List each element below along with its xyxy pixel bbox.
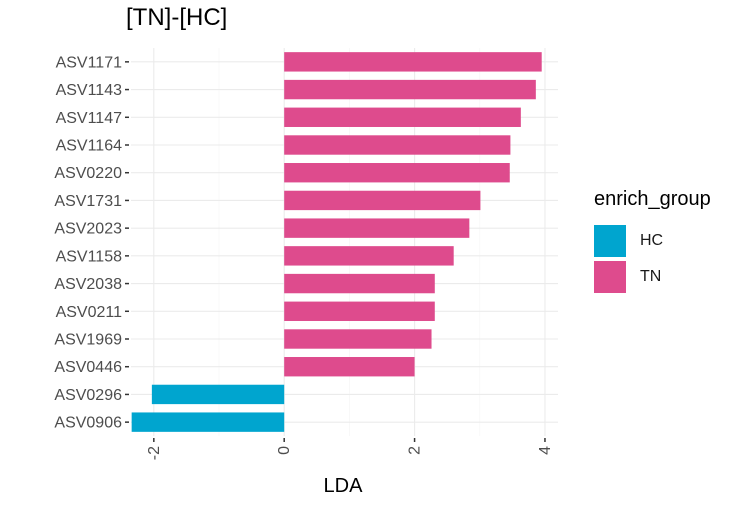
- x-tick-label: -2: [146, 446, 163, 460]
- legend-item-hc: HC: [594, 223, 711, 259]
- y-tick-label: ASV1158: [56, 248, 123, 265]
- y-tick-label: ASV2023: [54, 221, 122, 238]
- y-tick-label: ASV1731: [54, 193, 122, 210]
- y-axis: ASV1171 ASV1143 ASV1147 ASV1164 ASV0220 ASV17…: [54, 54, 129, 432]
- bar-asv1731: [284, 190, 481, 211]
- y-tick-label: ASV1164: [56, 138, 123, 155]
- grid: [131, 48, 558, 436]
- y-tick-label: ASV0446: [54, 359, 122, 376]
- y-tick-label: ASV1969: [54, 332, 122, 349]
- bar-asv0446: [284, 357, 415, 377]
- x-tick-label: 4: [537, 446, 554, 455]
- x-tick-label: 0: [276, 446, 293, 455]
- legend-key-tn: [594, 261, 626, 293]
- legend-label-tn: TN: [640, 268, 662, 285]
- bar-asv2023: [284, 218, 470, 238]
- bar-asv1164: [284, 135, 511, 155]
- bar-asv0296: [151, 384, 285, 405]
- bar-asv1969: [284, 329, 432, 349]
- bar-asv0220: [284, 163, 510, 183]
- legend-item-tn: TN: [594, 259, 711, 295]
- x-axis: -2 0 2 4: [146, 438, 554, 460]
- legend-label-hc: HC: [640, 232, 664, 249]
- x-tick-label: 2: [407, 446, 424, 455]
- bar-asv2038: [284, 273, 435, 294]
- chart-title: [TN]-[HC]: [126, 4, 228, 31]
- legend-title: enrich_group: [594, 188, 711, 210]
- y-tick-label: ASV1143: [56, 82, 123, 99]
- legend-key-hc: [594, 225, 626, 257]
- y-tick-label: ASV0220: [54, 165, 122, 182]
- y-tick-label: ASV0211: [56, 304, 123, 321]
- y-tick-label: ASV0906: [54, 415, 122, 432]
- y-tick-label: ASV1147: [56, 110, 123, 127]
- bar-asv1143: [284, 79, 536, 100]
- bar-asv1158: [284, 246, 454, 266]
- bar-asv1171: [284, 52, 542, 72]
- y-tick-label: ASV2038: [54, 276, 122, 293]
- bar-asv0211: [284, 301, 435, 321]
- x-axis-label: LDA: [324, 475, 364, 497]
- bar-asv0906: [131, 412, 285, 432]
- bar-asv1147: [284, 107, 521, 127]
- y-tick-label: ASV1171: [56, 54, 123, 71]
- legend: enrich_group HC TN: [594, 188, 711, 295]
- y-tick-label: ASV0296: [54, 387, 122, 404]
- bars: [131, 52, 542, 432]
